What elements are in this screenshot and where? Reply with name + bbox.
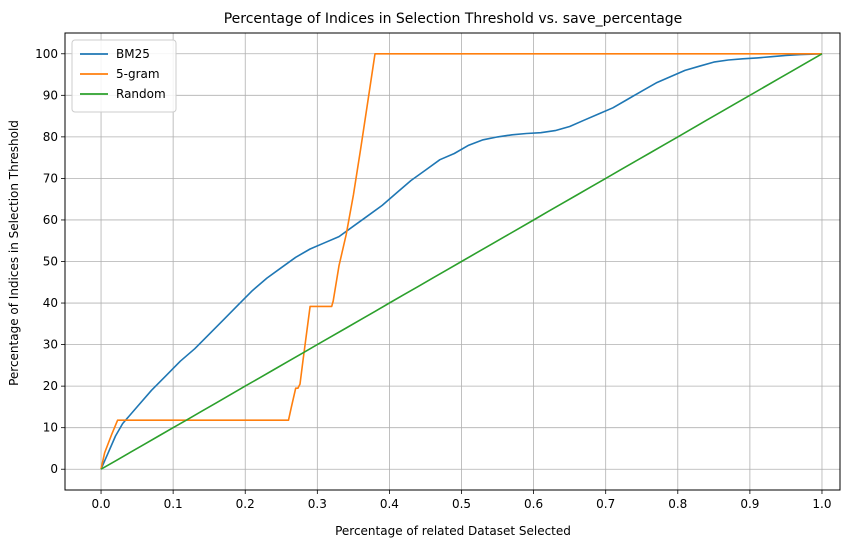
x-tick-label: 0.8 <box>668 497 687 511</box>
x-tick-label: 0.5 <box>452 497 471 511</box>
x-tick-label: 0.1 <box>164 497 183 511</box>
series-lines <box>100 52 823 470</box>
y-tick-label: 20 <box>43 379 58 393</box>
y-axis-label: Percentage of Indices in Selection Thres… <box>7 120 21 386</box>
y-tick-label: 60 <box>43 213 58 227</box>
y-tick-label: 30 <box>43 338 58 352</box>
x-tick-label: 0.9 <box>740 497 759 511</box>
x-axis-label: Percentage of related Dataset Selected <box>335 524 571 538</box>
grid <box>65 33 840 490</box>
legend-label: 5-gram <box>116 67 160 81</box>
x-tick-label: 0.3 <box>308 497 327 511</box>
y-tick-label: 80 <box>43 130 58 144</box>
series-line-5-gram <box>100 52 822 470</box>
y-tick-label: 70 <box>43 171 58 185</box>
x-tick-label: 0.7 <box>596 497 615 511</box>
x-tick-label: 1.0 <box>812 497 831 511</box>
y-tick-label: 40 <box>43 296 58 310</box>
y-tick-label: 50 <box>43 255 58 269</box>
y-tick-label: 10 <box>43 421 58 435</box>
axis-ticks: 0.0 0.1 0.2 0.3 0.4 0.5 0.6 0.7 0.8 0.9 1.0 0 10 20 30… <box>35 47 831 511</box>
x-tick-label: 0.0 <box>91 497 110 511</box>
x-tick-label: 0.4 <box>380 497 399 511</box>
legend-label: Random <box>116 87 166 101</box>
y-tick-label: 0 <box>50 462 58 476</box>
x-tick-label: 0.6 <box>524 497 543 511</box>
x-tick-label: 0.2 <box>236 497 255 511</box>
legend: BM25 5-gram Random <box>71 39 177 113</box>
y-tick-label: 90 <box>43 88 58 102</box>
plot-frame <box>64 32 841 491</box>
chart-title: Percentage of Indices in Selection Thres… <box>224 11 683 27</box>
series-line-random <box>100 53 823 470</box>
legend-label: BM25 <box>116 47 150 61</box>
series-line-bm25 <box>100 53 823 470</box>
y-tick-label: 100 <box>35 47 58 61</box>
